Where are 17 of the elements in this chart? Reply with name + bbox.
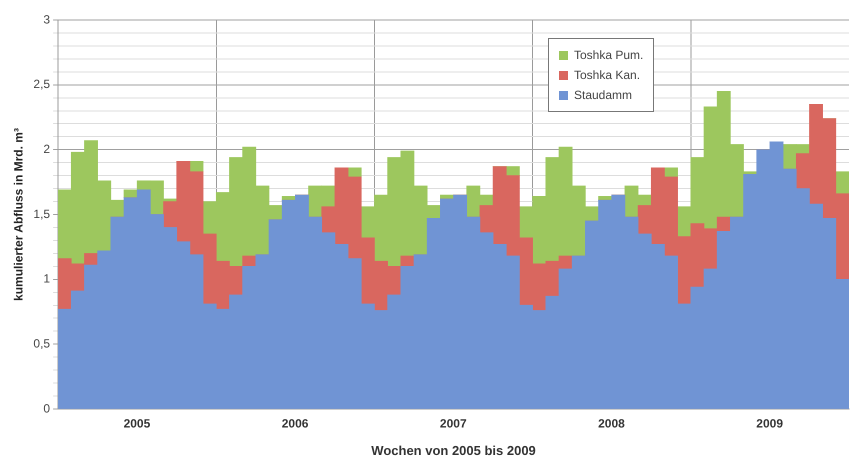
x-tick-label: 2006	[282, 416, 309, 431]
x-tick-label: 2008	[598, 416, 626, 431]
legend-label: Staudamm	[574, 87, 632, 104]
y-tick-label: 1	[43, 272, 50, 286]
y-tick-label: 3	[43, 12, 50, 26]
y-tick-label: 0	[43, 401, 50, 416]
x-axis-title: Wochen von 2005 bis 2009	[371, 442, 536, 458]
y-tick-label: 1,5	[33, 206, 50, 221]
legend-label: Toshka Kan.	[574, 67, 640, 84]
x-tick-label: 2007	[440, 416, 467, 431]
y-tick-label: 0,5	[33, 336, 50, 350]
x-tick-label: 2009	[756, 416, 784, 431]
y-tick-label: 2	[43, 142, 50, 156]
y-axis-title: kumulierter Abfluss in Mrd. m³	[12, 128, 26, 301]
x-tick-label: 2005	[124, 416, 151, 431]
legend-label: Toshka Pum.	[574, 47, 644, 64]
y-tick-label: 2,5	[33, 77, 50, 92]
